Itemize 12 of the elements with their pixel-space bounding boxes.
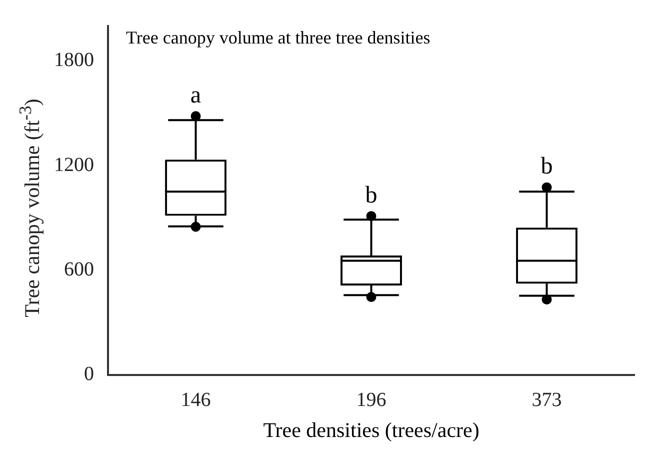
x-tick-label: 196 xyxy=(356,389,386,412)
annotation: b xyxy=(540,154,553,180)
y-tick-label: 600 xyxy=(64,258,94,280)
annotation: b xyxy=(365,182,378,208)
y-tick-label: 1200 xyxy=(54,154,94,176)
annotation: a xyxy=(190,82,202,108)
y-tick-label: 1800 xyxy=(54,49,94,72)
x-tick-label: 146 xyxy=(180,389,211,412)
x-axis-title: Tree densities (trees/acre) xyxy=(263,418,480,442)
x-tick-label: 373 xyxy=(532,389,562,412)
y-tick-label: 0 xyxy=(84,363,94,386)
chart-title: Tree canopy volume at three tree densities xyxy=(126,28,430,48)
